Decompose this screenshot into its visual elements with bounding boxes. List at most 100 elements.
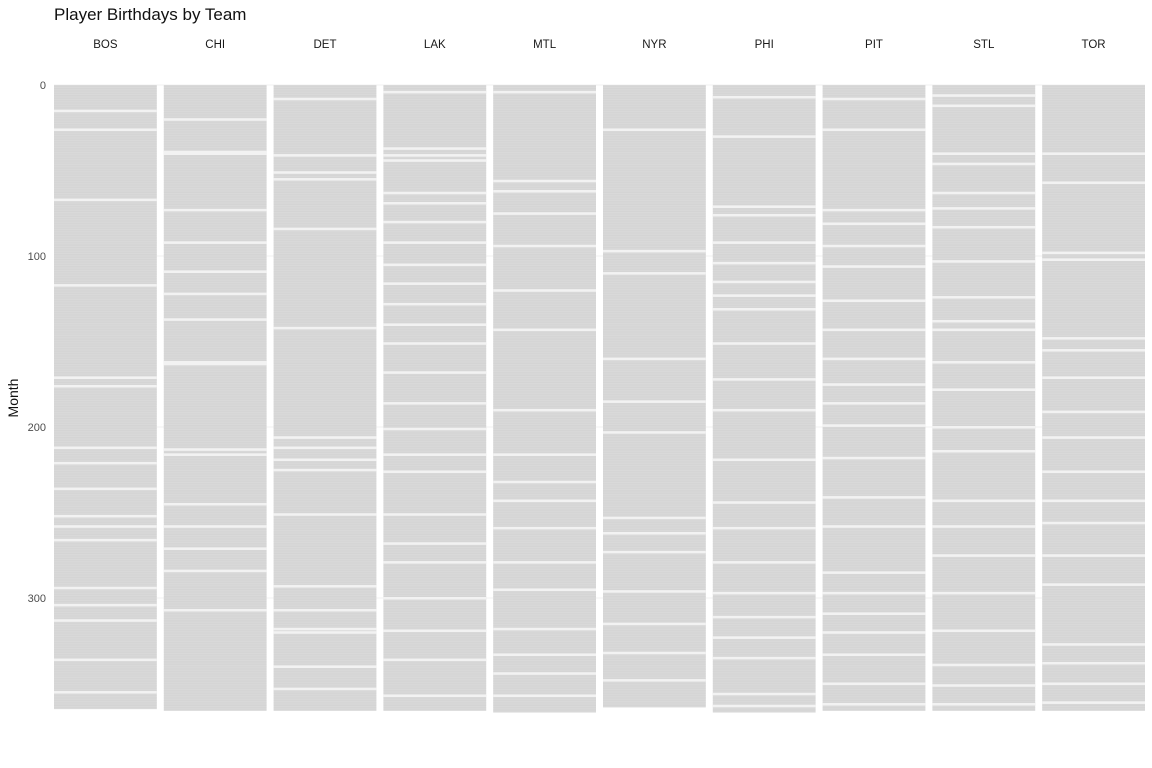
gap-tile	[383, 323, 487, 326]
gap-tile	[603, 516, 706, 520]
gap-tile	[273, 171, 377, 174]
gap-tile	[383, 147, 487, 150]
gap-tile	[932, 260, 1036, 263]
tile-column	[493, 85, 596, 713]
gap-tile	[273, 513, 377, 516]
gap-tile	[603, 249, 706, 253]
gap-tile	[1042, 376, 1145, 380]
gap-tile	[603, 622, 706, 626]
gap-tile	[1042, 337, 1145, 340]
gap-tile	[273, 446, 377, 450]
gap-tile	[822, 525, 926, 528]
gap-tile	[163, 292, 267, 296]
gap-tile	[712, 95, 816, 99]
gap-tile	[1042, 251, 1145, 255]
gap-tile	[493, 328, 596, 332]
gap-tile	[383, 90, 487, 94]
gap-tile	[54, 603, 157, 607]
gap-tile	[163, 569, 267, 573]
gap-tile	[1042, 521, 1145, 525]
gap-tile	[1042, 258, 1145, 262]
gap-tile	[383, 658, 487, 662]
facet-mtl: MTL	[493, 39, 596, 713]
gap-tile	[932, 225, 1036, 229]
gap-tile	[712, 501, 816, 504]
gap-tile	[822, 208, 926, 212]
gap-tile	[603, 431, 706, 434]
facet-lak: LAK	[383, 39, 487, 711]
facet-strip-label: LAK	[424, 39, 446, 51]
gap-tile	[822, 97, 926, 101]
gap-tile	[383, 561, 487, 564]
gap-tile	[493, 190, 596, 193]
gap-tile	[603, 651, 706, 655]
gap-tile	[54, 525, 157, 528]
gap-tile	[493, 526, 596, 530]
gap-tile	[493, 653, 596, 657]
gap-tile	[932, 449, 1036, 453]
gap-tile	[822, 682, 926, 686]
gap-tile	[932, 296, 1036, 299]
gap-tile	[603, 679, 706, 682]
gap-tile	[54, 586, 157, 590]
gap-tile	[822, 571, 926, 574]
facet-strip-label: TOR	[1082, 39, 1106, 51]
labels: Player Birthdays by Team Month 0 100 200 30…	[5, 5, 246, 605]
gap-tile	[273, 608, 377, 612]
gap-tile	[712, 561, 816, 564]
gap-tile	[822, 265, 926, 268]
y-tick-label: 200	[28, 422, 46, 434]
gap-tile	[932, 191, 1036, 195]
gap-tile	[383, 159, 487, 162]
gap-tile	[822, 222, 926, 226]
gap-tile	[383, 191, 487, 195]
y-tick-label: 300	[28, 593, 46, 605]
facet-strip-label: NYR	[642, 39, 666, 51]
gap-tile	[712, 205, 816, 209]
chart-title: Player Birthdays by Team	[54, 5, 246, 24]
gap-tile	[383, 470, 487, 474]
gap-tile	[54, 109, 157, 113]
gap-tile	[54, 376, 157, 380]
gap-tile	[54, 198, 157, 202]
gap-tile	[1042, 701, 1145, 704]
y-tick-label: 0	[40, 80, 46, 92]
gap-tile	[712, 308, 816, 311]
gap-tile	[493, 179, 596, 183]
gap-tile	[54, 658, 157, 662]
gap-tile	[273, 154, 377, 157]
gap-tile	[932, 591, 1036, 595]
gap-tile	[383, 629, 487, 633]
gap-tile	[493, 212, 596, 215]
gap-tile	[822, 424, 926, 427]
gap-tile	[493, 561, 596, 564]
gap-tile	[493, 289, 596, 292]
gap-tile	[932, 152, 1036, 155]
gap-tile	[712, 704, 816, 708]
gap-tile	[493, 627, 596, 631]
gap-tile	[603, 590, 706, 593]
tile-column	[712, 85, 816, 713]
gap-tile	[383, 371, 487, 374]
gap-tile	[932, 525, 1036, 528]
gap-tile	[163, 118, 267, 121]
gap-tile	[493, 499, 596, 503]
gap-tile	[163, 208, 267, 212]
gap-tile	[712, 591, 816, 595]
gap-tile	[383, 263, 487, 267]
gap-tile	[712, 280, 816, 284]
gap-tile	[822, 703, 926, 706]
gap-tile	[712, 526, 816, 530]
gap-tile	[712, 241, 816, 244]
gap-tile	[163, 150, 267, 154]
gap-tile	[822, 612, 926, 615]
facet-bos: BOS	[54, 39, 157, 710]
gap-tile	[493, 672, 596, 675]
gap-tile	[822, 402, 926, 405]
gap-tile	[932, 207, 1036, 210]
gap-tile	[54, 691, 157, 694]
gap-tile	[383, 302, 487, 306]
gap-tile	[603, 400, 706, 403]
gap-tile	[163, 241, 267, 244]
gap-tile	[383, 694, 487, 698]
